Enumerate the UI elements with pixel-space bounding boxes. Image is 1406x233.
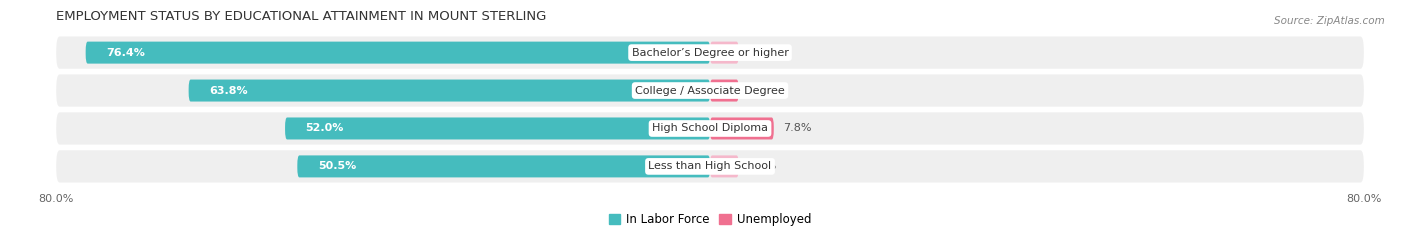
Text: Less than High School: Less than High School	[648, 161, 772, 171]
Text: 7.8%: 7.8%	[783, 123, 813, 134]
Text: Source: ZipAtlas.com: Source: ZipAtlas.com	[1274, 16, 1385, 26]
FancyBboxPatch shape	[297, 155, 710, 177]
Text: 0.0%: 0.0%	[748, 48, 776, 58]
FancyBboxPatch shape	[56, 150, 1364, 182]
Text: College / Associate Degree: College / Associate Degree	[636, 86, 785, 96]
FancyBboxPatch shape	[710, 79, 738, 102]
Text: 1.4%: 1.4%	[748, 86, 778, 96]
FancyBboxPatch shape	[285, 117, 710, 140]
FancyBboxPatch shape	[86, 42, 710, 64]
Text: 63.8%: 63.8%	[209, 86, 247, 96]
Text: Bachelor’s Degree or higher: Bachelor’s Degree or higher	[631, 48, 789, 58]
Text: 0.0%: 0.0%	[748, 161, 776, 171]
FancyBboxPatch shape	[710, 155, 738, 177]
Text: 52.0%: 52.0%	[305, 123, 344, 134]
Text: High School Diploma: High School Diploma	[652, 123, 768, 134]
Text: 50.5%: 50.5%	[318, 161, 356, 171]
FancyBboxPatch shape	[56, 37, 1364, 69]
FancyBboxPatch shape	[188, 79, 710, 102]
FancyBboxPatch shape	[710, 42, 738, 64]
FancyBboxPatch shape	[56, 74, 1364, 107]
Legend: In Labor Force, Unemployed: In Labor Force, Unemployed	[605, 208, 815, 231]
Text: 76.4%: 76.4%	[105, 48, 145, 58]
Text: EMPLOYMENT STATUS BY EDUCATIONAL ATTAINMENT IN MOUNT STERLING: EMPLOYMENT STATUS BY EDUCATIONAL ATTAINM…	[56, 10, 547, 23]
FancyBboxPatch shape	[56, 112, 1364, 145]
FancyBboxPatch shape	[710, 117, 773, 140]
